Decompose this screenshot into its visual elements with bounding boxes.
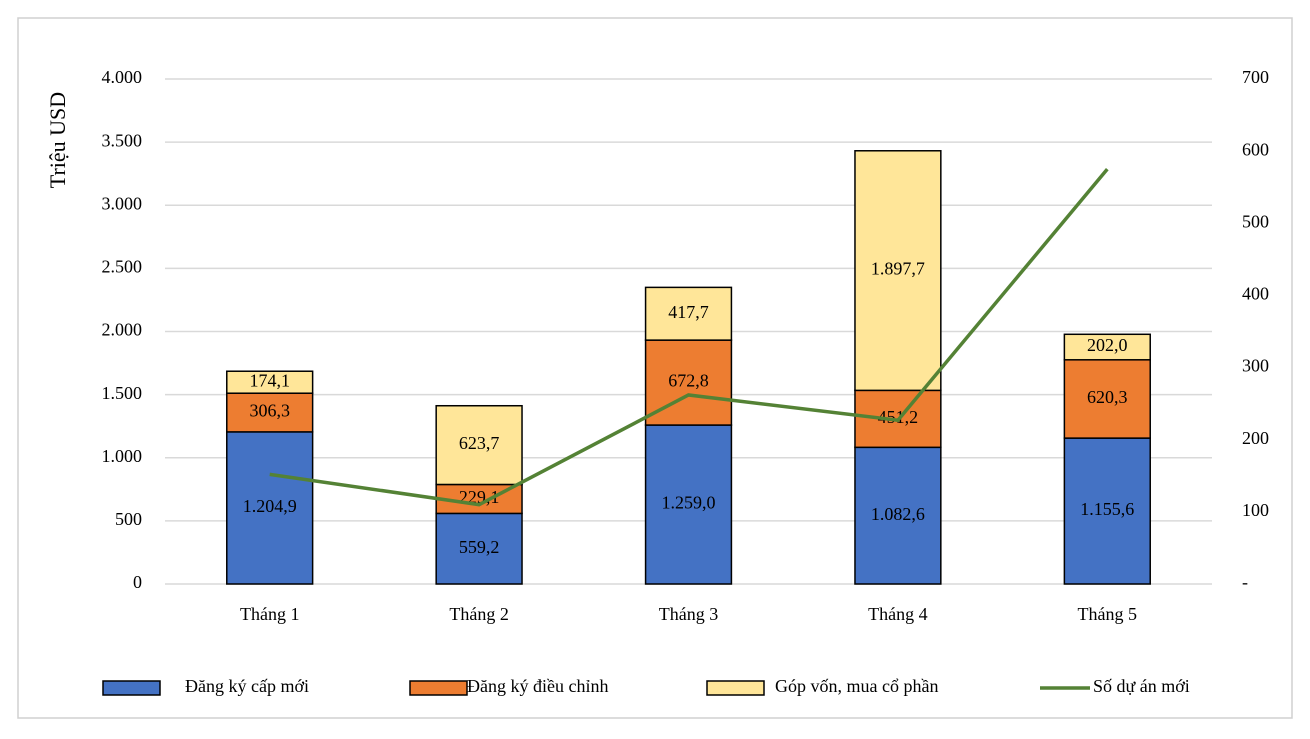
x-tick-label: Tháng 2: [449, 604, 508, 624]
data-label: 1.155,6: [1080, 499, 1134, 519]
y-tick-label: 1.000: [102, 446, 143, 466]
data-label: 1.204,9: [243, 496, 297, 516]
bar-segment: [854, 150, 942, 392]
y-axis-title: Triệu USD: [45, 92, 70, 188]
legend-swatch: [409, 680, 468, 696]
y-tick-label: 4.000: [102, 67, 143, 87]
y-tick-label: 1.500: [102, 383, 143, 403]
bar-segment: [1063, 359, 1151, 439]
bar-segment: [226, 370, 314, 394]
bar-segment: [226, 431, 314, 585]
bar-segment: [1063, 333, 1151, 361]
data-label: 620,3: [1087, 387, 1128, 407]
y2-tick-label: 300: [1242, 356, 1269, 376]
x-tick-label: Tháng 4: [868, 604, 927, 624]
data-label: 1.082,6: [871, 504, 925, 524]
data-label: 559,2: [459, 537, 500, 557]
x-tick-label: Tháng 1: [240, 604, 299, 624]
y2-tick-label: 400: [1242, 284, 1269, 304]
y-tick-label: 0: [133, 572, 142, 592]
legend-label: Số dự án mới: [1093, 676, 1190, 696]
data-label: 672,8: [668, 371, 709, 391]
bar-segment: [435, 404, 523, 486]
y2-tick-label: 700: [1242, 67, 1269, 87]
data-label: 306,3: [249, 401, 290, 421]
data-label: 174,1: [249, 370, 290, 390]
legend-label: Đăng ký cấp mới: [185, 676, 309, 696]
y2-tick-label: 600: [1242, 139, 1269, 159]
y-tick-label: 2.000: [102, 320, 143, 340]
y-tick-label: 3.000: [102, 193, 143, 213]
data-label: 202,0: [1087, 335, 1128, 355]
data-label: 417,7: [668, 302, 709, 322]
x-tick-label: Tháng 3: [659, 604, 718, 624]
bar-segment: [854, 446, 942, 585]
data-label: 1.897,7: [871, 259, 925, 279]
y-tick-label: 500: [115, 509, 142, 529]
y2-tick-label: 100: [1242, 500, 1269, 520]
legend-swatch: [706, 680, 765, 696]
data-label: 451,2: [878, 407, 919, 427]
legend-label: Góp vốn, mua cổ phần: [775, 676, 938, 696]
y-tick-label: 2.500: [102, 257, 143, 277]
line-series: [269, 168, 1109, 507]
x-tick-label: Tháng 5: [1078, 604, 1137, 624]
y-tick-label: 3.500: [102, 130, 143, 150]
data-label: 623,7: [459, 433, 500, 453]
y2-tick-label: 200: [1242, 428, 1269, 448]
bar-segment: [644, 286, 733, 341]
legend-swatch: [102, 680, 161, 696]
y2-tick-label: 500: [1242, 211, 1269, 231]
y2-tick-label: -: [1242, 572, 1248, 592]
bar-segment: [644, 424, 733, 585]
legend-label: Đăng ký điều chỉnh: [467, 676, 608, 696]
data-label: 1.259,0: [662, 493, 716, 513]
